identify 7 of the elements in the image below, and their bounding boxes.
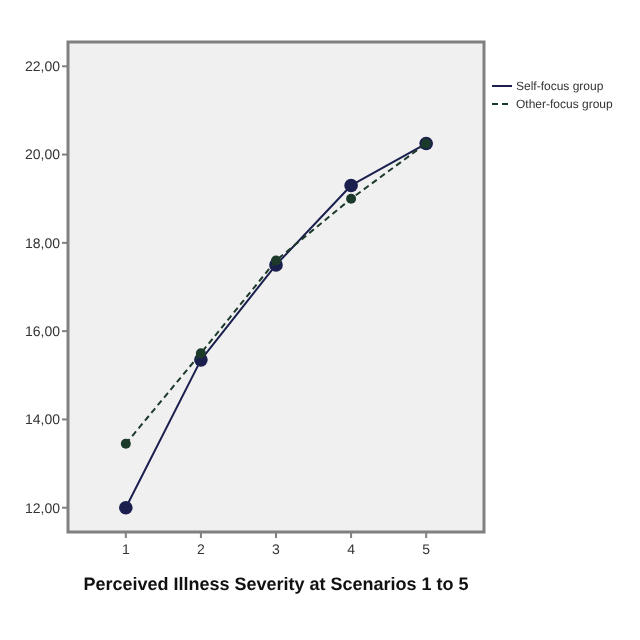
point	[346, 193, 357, 204]
x-axis-title: Perceived Illness Severity at Scenarios 1 to 5	[83, 574, 469, 594]
point	[120, 438, 131, 449]
point	[271, 255, 281, 266]
point	[344, 178, 358, 193]
point	[195, 348, 206, 359]
point	[119, 500, 133, 515]
